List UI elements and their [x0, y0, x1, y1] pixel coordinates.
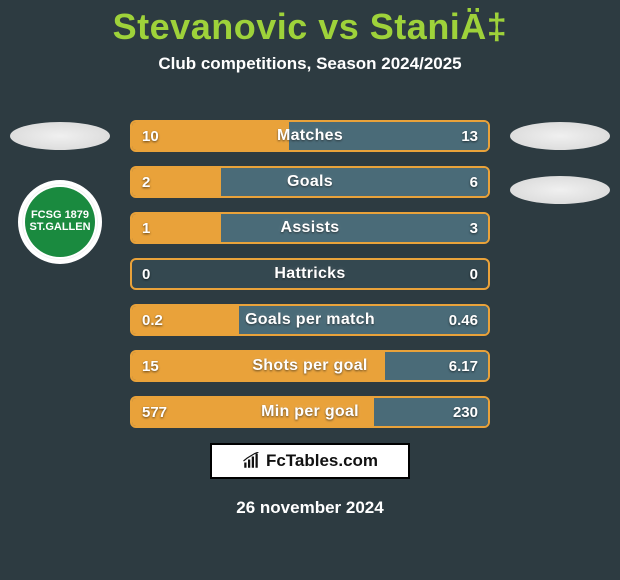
team-left-badge-text: FCSG 1879 ST.GALLEN — [25, 187, 95, 257]
chart-icon — [242, 452, 260, 470]
team-left-badge: FCSG 1879 ST.GALLEN — [18, 180, 102, 264]
stat-label: Min per goal — [132, 398, 488, 426]
comparison-card: Stevanovic vs StaniÄ‡ Club competitions,… — [0, 0, 620, 580]
stat-label: Matches — [132, 122, 488, 150]
stat-row: 156.17Shots per goal — [130, 350, 490, 382]
stat-label: Shots per goal — [132, 352, 488, 380]
page-title: Stevanovic vs StaniÄ‡ — [0, 0, 620, 48]
stat-row: 577230Min per goal — [130, 396, 490, 428]
stat-label: Hattricks — [132, 260, 488, 288]
stat-label: Goals — [132, 168, 488, 196]
stat-row: 13Assists — [130, 212, 490, 244]
site-logo: FcTables.com — [210, 443, 410, 479]
stat-row: 26Goals — [130, 166, 490, 198]
page-subtitle: Club competitions, Season 2024/2025 — [0, 54, 620, 74]
stat-label: Assists — [132, 214, 488, 242]
generated-date: 26 november 2024 — [0, 498, 620, 518]
stat-label: Goals per match — [132, 306, 488, 334]
stat-row: 1013Matches — [130, 120, 490, 152]
team-right-badge — [510, 176, 610, 204]
site-logo-text: FcTables.com — [266, 451, 378, 471]
stat-row: 00Hattricks — [130, 258, 490, 290]
stat-row: 0.20.46Goals per match — [130, 304, 490, 336]
player-left-avatar — [10, 122, 110, 150]
stat-bars: 1013Matches 26Goals 13Assists 00Hattricks 0.… — [130, 120, 490, 442]
player-right-avatar — [510, 122, 610, 150]
